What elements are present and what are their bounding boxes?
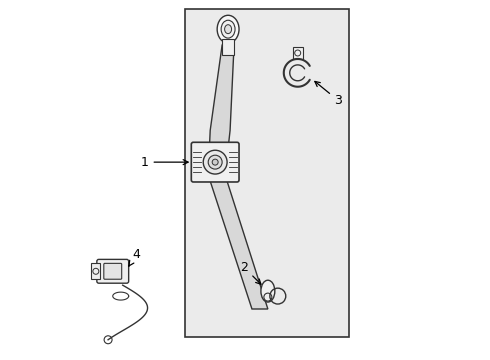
Polygon shape: [208, 45, 268, 309]
Text: 4: 4: [129, 248, 141, 266]
Bar: [222, 39, 234, 55]
FancyBboxPatch shape: [104, 264, 122, 279]
Ellipse shape: [217, 15, 239, 43]
FancyBboxPatch shape: [191, 142, 239, 182]
Circle shape: [212, 159, 218, 165]
Bar: [185, 9, 349, 337]
Ellipse shape: [224, 25, 232, 33]
Bar: [293, 47, 303, 59]
Text: 1: 1: [141, 156, 188, 168]
Circle shape: [208, 155, 222, 169]
Ellipse shape: [221, 20, 235, 38]
Text: 3: 3: [315, 81, 343, 107]
Ellipse shape: [261, 280, 275, 302]
Text: 2: 2: [240, 261, 261, 284]
Bar: [91, 264, 100, 279]
Circle shape: [203, 150, 227, 174]
FancyBboxPatch shape: [97, 260, 129, 283]
